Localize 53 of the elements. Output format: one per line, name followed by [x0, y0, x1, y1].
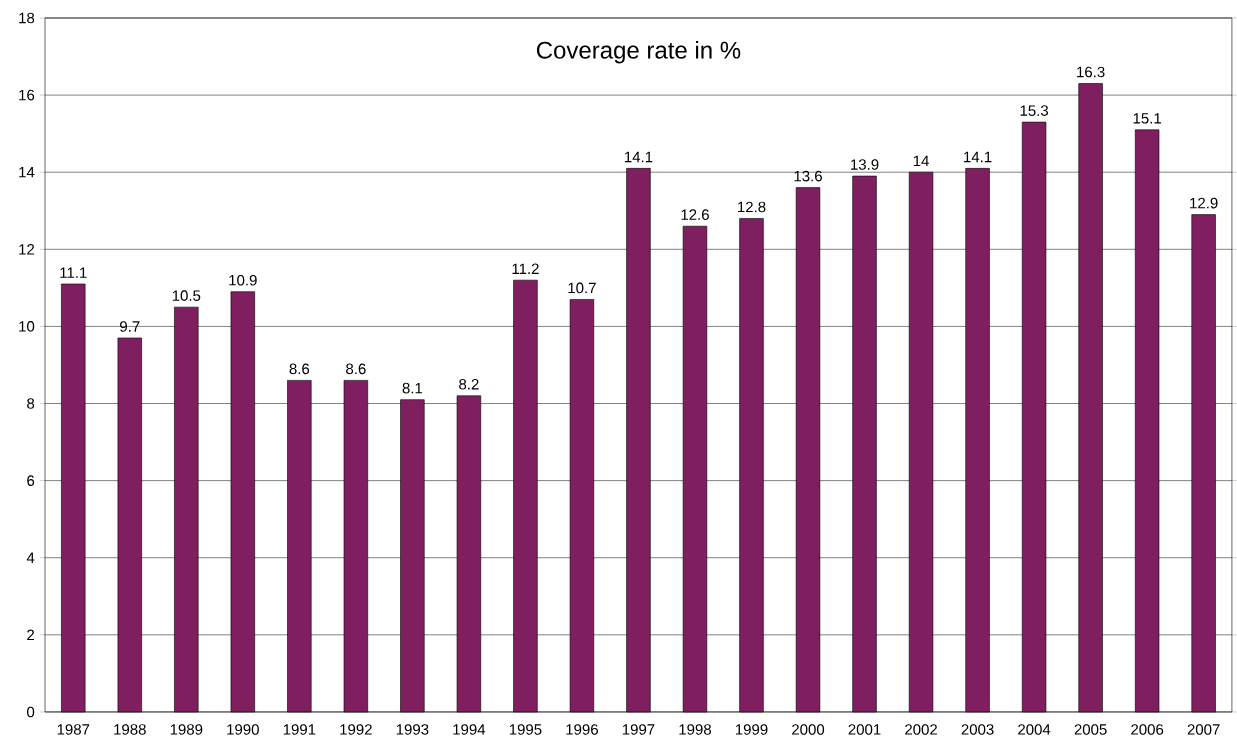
x-tick-label: 2004 — [1018, 724, 1051, 735]
x-tick-label: 2007 — [1187, 724, 1220, 735]
data-label: 14 — [913, 155, 929, 167]
data-label: 13.6 — [794, 170, 822, 182]
data-label: 13.9 — [851, 159, 879, 170]
data-label: 15.3 — [1020, 105, 1049, 116]
y-tick-label: 12 — [19, 244, 35, 255]
y-tick-label: 6 — [27, 475, 35, 486]
data-label: 11.2 — [512, 263, 539, 274]
y-tick-label: 14 — [19, 167, 35, 178]
x-tick-label: 1997 — [622, 724, 655, 735]
x-tick-label: 2001 — [848, 724, 881, 735]
data-label: 12.8 — [738, 201, 766, 213]
data-label: 12.9 — [1190, 197, 1218, 209]
y-tick-label: 0 — [27, 706, 35, 718]
data-label: 16.3 — [1077, 66, 1105, 78]
y-tick-label: 8 — [27, 398, 35, 409]
x-tick-label: 1995 — [509, 724, 542, 735]
data-label: 10.9 — [229, 274, 257, 286]
x-tick-label: 2006 — [1131, 724, 1164, 735]
x-tick-label: 2005 — [1074, 724, 1107, 735]
y-tick-label: 2 — [27, 629, 35, 641]
x-tick-label: 1999 — [735, 724, 768, 735]
data-label: 14.1 — [964, 151, 992, 163]
data-label: 10.7 — [568, 282, 596, 294]
data-label: 8.6 — [289, 363, 310, 375]
x-tick-label: 1996 — [566, 724, 598, 735]
x-tick-label: 2000 — [792, 724, 825, 735]
data-label: 8.2 — [459, 379, 479, 390]
x-tick-label: 1989 — [170, 724, 203, 735]
text: Coverage rate in % — [536, 41, 741, 64]
x-tick-label: 1992 — [340, 724, 372, 735]
data-label: 9.7 — [120, 321, 140, 332]
y-tick-label: 10 — [19, 321, 35, 332]
x-tick-label: 1993 — [396, 724, 429, 735]
data-label: 15.1 — [1133, 113, 1161, 124]
y-tick-label: 16 — [19, 89, 35, 101]
data-label: 11.1 — [60, 267, 87, 278]
data-label: 14.1 — [625, 151, 653, 163]
y-tick-label: 18 — [19, 12, 35, 24]
x-tick-label: 1990 — [227, 724, 259, 735]
x-tick-label: 1991 — [283, 724, 316, 735]
x-tick-label: 1987 — [57, 724, 90, 735]
data-label: 12.6 — [681, 209, 709, 220]
x-tick-label: 2003 — [961, 724, 994, 735]
x-tick-label: 1988 — [114, 724, 146, 735]
x-tick-label: 1994 — [453, 724, 486, 735]
data-label: 8.6 — [346, 363, 366, 375]
x-tick-label: 2002 — [905, 724, 937, 735]
data-label: 10.5 — [172, 290, 201, 301]
data-label: 8.1 — [402, 382, 423, 394]
x-tick-label: 1998 — [679, 724, 711, 735]
y-tick-label: 4 — [26, 552, 35, 563]
